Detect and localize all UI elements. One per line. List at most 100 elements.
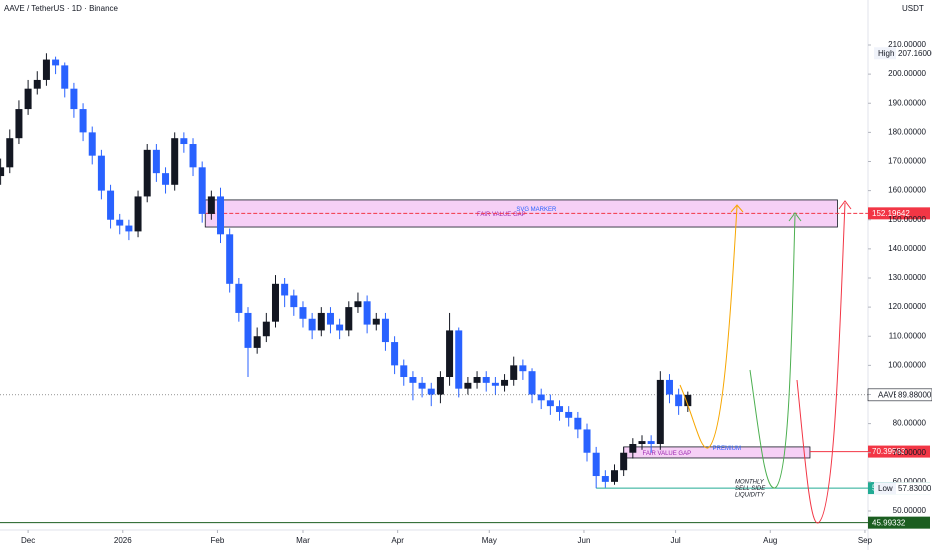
candle-body [189, 144, 197, 168]
tag-name: High [878, 49, 894, 58]
candle-body [162, 173, 170, 185]
y-tick-label: 190.00000 [888, 98, 926, 107]
candle-body [143, 149, 151, 197]
candle-body [24, 88, 32, 110]
chart-title: AAVE / TetherUS · 1D · Binance [4, 4, 119, 13]
y-tick-label: 200.00000 [888, 69, 926, 78]
zone-label: FAIR VALUE GAP [477, 212, 526, 218]
candle-body [446, 330, 454, 378]
candle-body [171, 138, 179, 185]
candle-body [152, 149, 160, 174]
zone-label: FAIR VALUE GAP [643, 451, 692, 457]
candle-body [235, 283, 243, 313]
candle-body [336, 324, 344, 331]
y-tick-label: 110.00000 [889, 331, 927, 340]
candle-body [565, 411, 573, 418]
candle-body [592, 452, 600, 477]
level-tag [868, 445, 930, 458]
candle-body [79, 109, 87, 133]
candle-body [198, 167, 206, 214]
candle-body [519, 365, 527, 372]
tag-value: 89.88000 [898, 390, 932, 399]
y-tick-label: 70.00000 [893, 448, 927, 457]
y-tick-label: 180.00000 [888, 127, 926, 136]
candle-body [15, 109, 23, 139]
candle-body [42, 59, 50, 80]
orange-path [679, 205, 738, 449]
liquidity-note: SELL SIDE [735, 486, 766, 492]
tag-box [896, 388, 932, 401]
candle-body [253, 336, 261, 348]
projection-arrows [679, 200, 852, 524]
x-tick-label: Aug [763, 536, 777, 545]
level-tag-label: 45.99332 [872, 518, 906, 527]
x-tick-label: Feb [211, 536, 225, 545]
candle-body [354, 301, 362, 308]
tag-name: Low [878, 484, 893, 493]
x-tick-label: May [482, 536, 497, 545]
candle-body [308, 318, 316, 331]
candle-body [510, 365, 518, 380]
candle-body [409, 377, 417, 383]
x-tick-label: 2026 [114, 536, 132, 545]
candle-body [436, 377, 444, 395]
candle-body [290, 295, 298, 308]
y-tick-label: 160.00000 [888, 186, 926, 195]
candle-body [656, 379, 664, 444]
tag-name-box [874, 47, 896, 60]
currency-label: USDT [902, 4, 924, 13]
candle-body [391, 342, 399, 366]
candle-body [638, 441, 646, 444]
x-tick-label: Dec [21, 536, 35, 545]
y-tick-label: 210.00000 [888, 40, 926, 49]
candle-body [244, 312, 252, 348]
candle-body [97, 155, 105, 191]
candle-body [620, 452, 628, 471]
candle-body [262, 321, 270, 337]
candle-body [583, 429, 591, 453]
candle-body [501, 379, 509, 386]
arrow-head [838, 200, 852, 210]
candle-body [675, 394, 683, 407]
candle-body [427, 388, 435, 395]
tag-name-box [874, 482, 896, 495]
level-tag-label: 152.19642 [872, 209, 910, 218]
candle-body [546, 400, 554, 407]
candle-body [271, 283, 279, 322]
candle-body [381, 318, 389, 343]
candle-body [537, 394, 545, 401]
candle-body [70, 88, 78, 110]
last-price-box [867, 388, 932, 402]
candle-body [464, 382, 472, 389]
candle-body [116, 219, 124, 226]
candle-body [134, 196, 142, 232]
candle-body [684, 394, 692, 407]
y-tick-label: 170.00000 [888, 157, 926, 166]
arrow-head [730, 204, 744, 213]
candle-body [107, 190, 115, 220]
zone-marker: PREMIUM [713, 446, 741, 452]
arrow-head [788, 212, 802, 222]
candle-body [61, 65, 69, 89]
x-tick-label: Mar [296, 536, 310, 545]
x-tick-label: Jul [670, 536, 680, 545]
y-tick-label: 130.00000 [888, 273, 926, 282]
candle-body [455, 330, 463, 389]
candle-body [611, 470, 619, 482]
candle-body [647, 441, 655, 444]
candle-body [281, 283, 289, 296]
x-tick-label: Jun [578, 536, 591, 545]
candle-body [299, 307, 307, 319]
candle-body [473, 377, 481, 383]
tag-box [896, 47, 932, 60]
candle-body [6, 138, 14, 168]
level-tag-label: 70.39583 [872, 447, 906, 456]
x-tick-label: Sep [858, 536, 873, 545]
level-tag [868, 207, 930, 220]
candle-body [528, 371, 536, 395]
y-tick-label: 50.00000 [893, 506, 927, 515]
candle-body [601, 476, 609, 482]
candle-body [574, 417, 582, 430]
